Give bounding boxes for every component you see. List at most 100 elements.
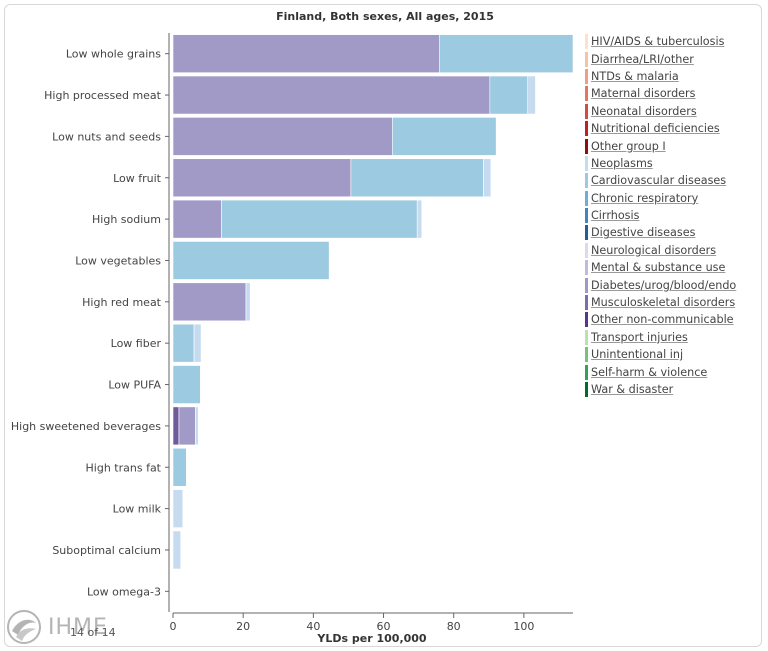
legend-item-musculoskeletal-disorders[interactable]: Musculoskeletal disorders	[585, 294, 763, 311]
chart-frame	[4, 4, 762, 647]
legend-swatch	[585, 190, 588, 206]
legend-item-mental-substance-use[interactable]: Mental & substance use	[585, 259, 763, 276]
legend-swatch	[585, 277, 588, 293]
legend-label: Musculoskeletal disorders	[591, 296, 736, 310]
legend-item-hiv-aids-tuberculosis[interactable]: HIV/AIDS & tuberculosis	[585, 33, 763, 50]
bar-high-processed-meat-cardiovascular-diseases[interactable]	[489, 75, 529, 115]
legend-label: Diabetes/urog/blood/endo	[591, 278, 737, 292]
bar-high-processed-meat-diabetes-urog-blood-endo[interactable]	[172, 75, 491, 115]
bar-low-pufa-cardiovascular-diseases[interactable]	[172, 365, 201, 404]
legend-swatch	[585, 242, 588, 258]
legend-item-transport-injuries[interactable]: Transport injuries	[585, 329, 763, 346]
legend-item-maternal-disorders[interactable]: Maternal disorders	[585, 85, 763, 102]
legend-label: Neonatal disorders	[591, 104, 697, 118]
bar-low-nuts-and-seeds-cardiovascular-diseases[interactable]	[391, 117, 497, 156]
legend-swatch	[585, 208, 588, 224]
x-tick-label: 20	[236, 620, 250, 633]
legend-item-war-disaster[interactable]: War & disaster	[585, 381, 763, 398]
legend-swatch	[585, 382, 588, 397]
legend-swatch	[585, 51, 588, 67]
bar-high-sodium-diabetes-urog-blood-endo[interactable]	[172, 199, 222, 239]
bar-low-fiber-cardiovascular-diseases[interactable]	[172, 323, 195, 363]
y-tick-label: Low PUFA	[108, 379, 161, 392]
legend-swatch	[585, 68, 588, 84]
y-tick-label: High red meat	[82, 296, 162, 309]
bar-low-whole-grains-cardiovascular-diseases[interactable]	[439, 34, 574, 74]
legend-label: Self-harm & violence	[591, 365, 708, 379]
y-tick-label: High processed meat	[44, 89, 162, 102]
y-tick-label: Low whole grains	[66, 48, 161, 61]
legend-item-nutritional-deficiencies[interactable]: Nutritional deficiencies	[585, 120, 763, 137]
bar-low-whole-grains-diabetes-urog-blood-endo[interactable]	[172, 34, 440, 74]
bar-low-vegetables-cardiovascular-diseases[interactable]	[172, 241, 330, 280]
legend-item-neonatal-disorders[interactable]: Neonatal disorders	[585, 103, 763, 120]
legend-label: Neurological disorders	[591, 243, 717, 257]
bar-high-sweetened-beverages-diabetes-urog-blood-endo[interactable]	[178, 406, 196, 446]
bar-low-milk-neoplasms[interactable]	[172, 489, 184, 528]
bar-high-sodium-cardiovascular-diseases[interactable]	[221, 199, 418, 239]
y-tick-label: High sodium	[92, 213, 161, 226]
legend-item-neoplasms[interactable]: Neoplasms	[585, 155, 763, 172]
legend-swatch	[585, 173, 588, 189]
legend-label: Maternal disorders	[591, 87, 696, 101]
x-tick-label: 0	[170, 620, 177, 633]
y-tick-label: Low omega-3	[87, 585, 161, 598]
y-axis: Low whole grains High processed meat Low n…	[11, 33, 170, 612]
legend-swatch	[585, 86, 588, 102]
legend-item-ntds-malaria[interactable]: NTDs & malaria	[585, 68, 763, 85]
x-tick-label: 80	[447, 620, 461, 633]
legend-item-cirrhosis[interactable]: Cirrhosis	[585, 207, 763, 224]
legend-swatch	[585, 155, 588, 171]
y-tick-label: Low nuts and seeds	[52, 130, 161, 143]
bar-low-fruit-neoplasms[interactable]	[483, 158, 492, 198]
legend-swatch	[585, 138, 588, 154]
legend-item-unintentional-inj[interactable]: Unintentional inj	[585, 346, 763, 363]
y-tick-label: Suboptimal calcium	[52, 544, 161, 557]
bar-low-fiber-neoplasms[interactable]	[193, 323, 202, 363]
x-tick-label: 100	[513, 620, 534, 633]
bar-low-fruit-cardiovascular-diseases[interactable]	[350, 158, 484, 198]
legend-label: Chronic respiratory	[591, 191, 699, 205]
legend-item-neurological-disorders[interactable]: Neurological disorders	[585, 242, 763, 259]
legend-swatch	[585, 103, 588, 119]
bar-low-fruit-diabetes-urog-blood-endo[interactable]	[172, 158, 352, 198]
ihme-logo: IHME	[6, 609, 108, 645]
y-tick-label: Low fruit	[113, 172, 162, 185]
legend-label: War & disaster	[591, 383, 674, 396]
legend-item-self-harm-violence[interactable]: Self-harm & violence	[585, 363, 763, 380]
legend-label: Nutritional deficiencies	[591, 122, 720, 136]
bar-low-nuts-and-seeds-diabetes-urog-blood-endo[interactable]	[172, 117, 393, 156]
y-tick-label: High sweetened beverages	[11, 420, 161, 433]
ihme-logo-icon	[7, 610, 41, 644]
y-tick-label: High trans fat	[86, 461, 162, 474]
legend-item-other-group-i[interactable]: Other group I	[585, 137, 763, 154]
x-axis-title: YLDs per 100,000	[316, 632, 427, 645]
bar-high-sweetened-beverages-neoplasms[interactable]	[195, 406, 199, 446]
legend-label: NTDs & malaria	[591, 69, 679, 83]
legend-swatch	[585, 295, 588, 311]
bar-high-processed-meat-neoplasms[interactable]	[527, 75, 536, 115]
x-tick-label: 40	[306, 620, 320, 633]
x-tick-label: 60	[377, 620, 391, 633]
bar-high-trans-fat-cardiovascular-diseases[interactable]	[172, 447, 187, 487]
legend-label: Digestive diseases	[591, 226, 696, 240]
legend-item-other-non-communicable[interactable]: Other non-communicable	[585, 311, 763, 328]
bar-high-sodium-neoplasms[interactable]	[416, 199, 423, 239]
bar-high-sweetened-beverages-other-non-communicable[interactable]	[172, 406, 180, 446]
legend-label: Diarrhea/LRI/other	[591, 52, 694, 66]
legend-label: HIV/AIDS & tuberculosis	[591, 35, 725, 49]
legend-swatch	[585, 347, 588, 363]
legend-item-cardiovascular-diseases[interactable]: Cardiovascular diseases	[585, 172, 763, 189]
chart-title: Finland, Both sexes, All ages, 2015	[276, 10, 494, 23]
bar-high-red-meat-neoplasms[interactable]	[245, 282, 251, 322]
bar-suboptimal-calcium-neoplasms[interactable]	[172, 530, 182, 570]
page-counter: 14 of 14	[70, 626, 116, 639]
legend-item-diarrhea-lri-other[interactable]: Diarrhea/LRI/other	[585, 50, 763, 67]
legend-item-diabetes-urog-blood-endo[interactable]: Diabetes/urog/blood/endo	[585, 276, 763, 293]
legend-item-chronic-respiratory[interactable]: Chronic respiratory	[585, 190, 763, 207]
legend-swatch	[585, 364, 588, 380]
legend-item-digestive-diseases[interactable]: Digestive diseases	[585, 224, 763, 241]
bar-high-red-meat-diabetes-urog-blood-endo[interactable]	[172, 282, 247, 322]
legend-label: Other group I	[591, 139, 666, 153]
